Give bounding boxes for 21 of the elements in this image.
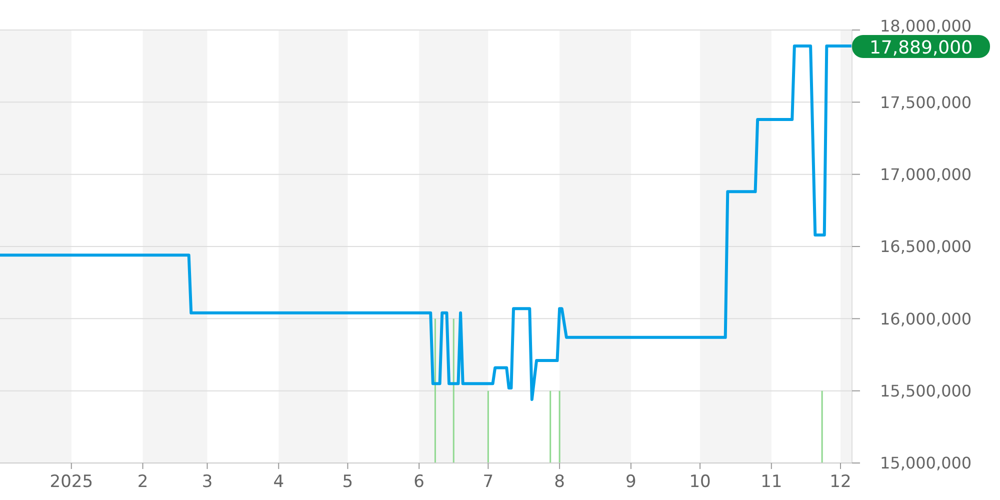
x-tick-label: 5: [342, 472, 354, 492]
y-tick-label: 16,000,000: [880, 309, 972, 328]
x-tick-label: 12: [830, 472, 852, 492]
x-tick-label: 2025: [50, 472, 94, 492]
y-tick-label: 17,000,000: [880, 164, 972, 184]
annotation: 17,889,000: [869, 37, 973, 58]
x-tick-label: 3: [202, 472, 213, 492]
y-tick-label: 15,000,000: [880, 454, 972, 473]
x-tick-label: 10: [689, 472, 711, 492]
x-tick-label: 11: [760, 472, 782, 492]
y-tick-label: 15,500,000: [880, 381, 972, 400]
x-tick-label: 4: [273, 472, 284, 492]
y-tick-label: 16,500,000: [880, 237, 972, 256]
x-tick-label: 2: [137, 472, 148, 492]
y-tick-label: 17,500,000: [880, 92, 972, 112]
x-tick-label: 8: [554, 472, 565, 492]
x-tick-label: 9: [626, 472, 636, 492]
y-tick-label: 18,000,000: [880, 16, 972, 36]
x-tick-label: 7: [482, 472, 494, 492]
x-tick-label: 6: [414, 472, 425, 492]
line-series: [0, 44, 854, 401]
